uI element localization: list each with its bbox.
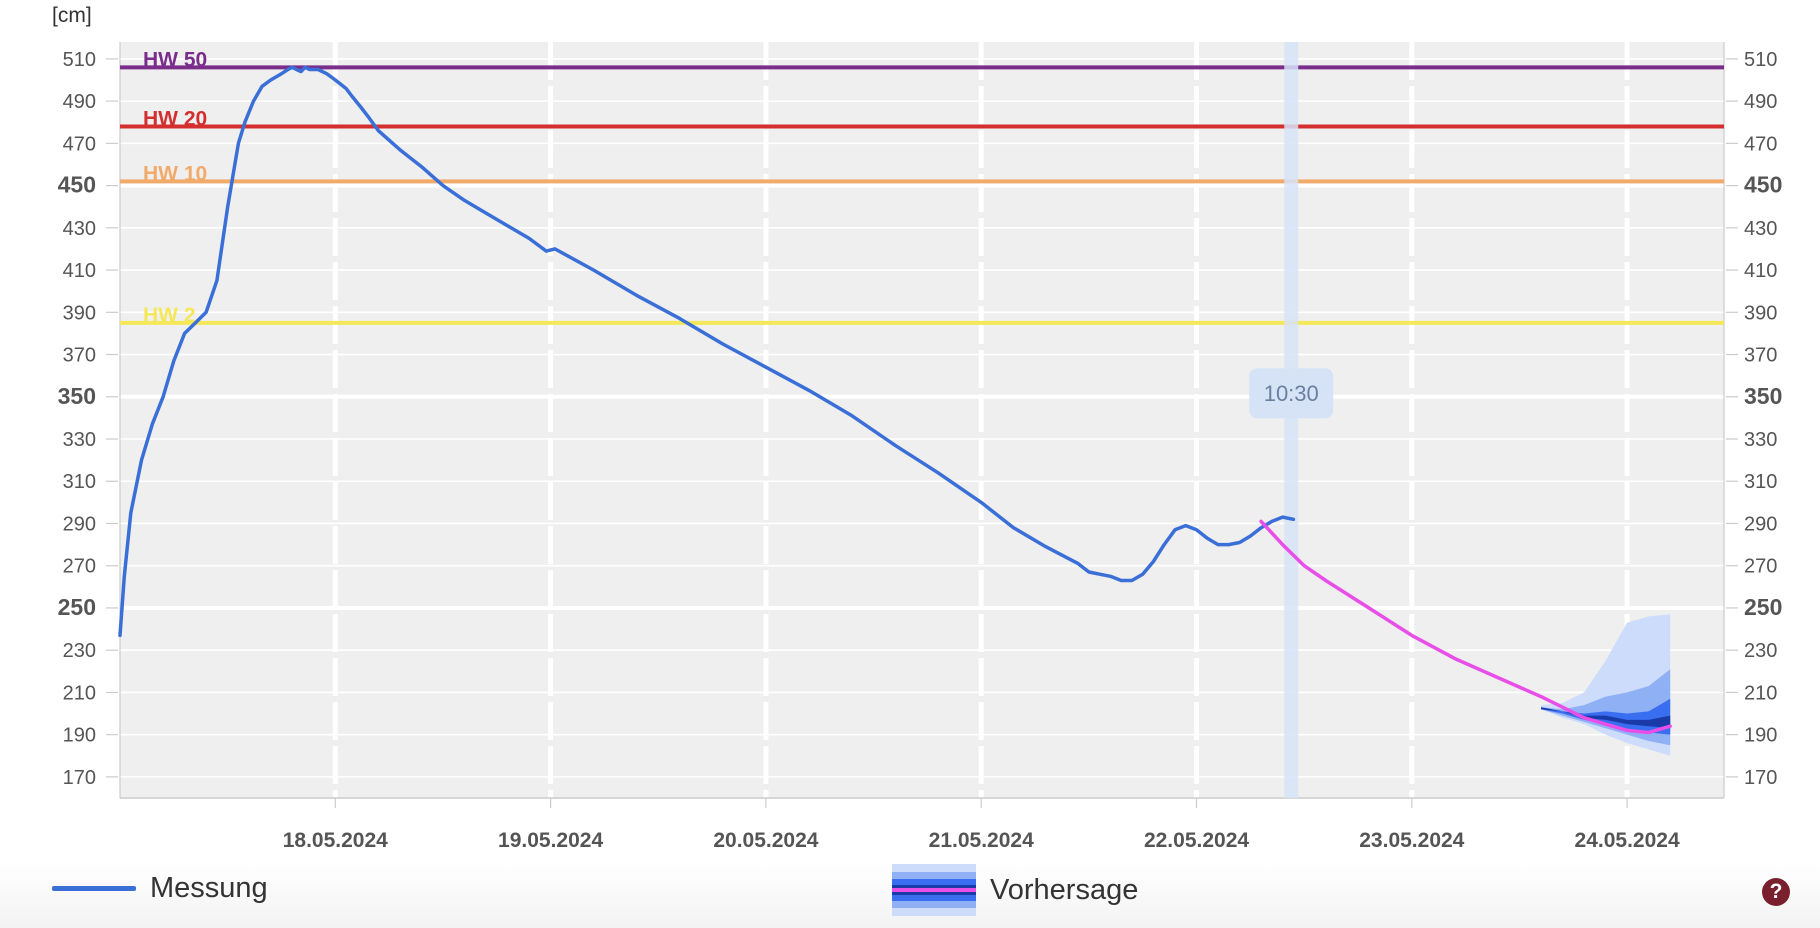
y-tick-label-right: 230 — [1744, 640, 1777, 662]
y-tick-label-left: 290 — [63, 513, 96, 535]
y-tick-label-left: 450 — [58, 172, 96, 198]
threshold-label: HW 50 — [143, 48, 207, 71]
x-tick-label: 21.05.2024 — [929, 829, 1034, 852]
y-tick-label-right: 450 — [1744, 172, 1782, 198]
legend-item-forecast[interactable]: Vorhersage — [892, 864, 1138, 916]
y-tick-label-left: 190 — [63, 725, 96, 747]
y-tick-label-left: 410 — [63, 260, 96, 282]
y-tick-label-right: 250 — [1744, 594, 1782, 620]
y-tick-label-left: 330 — [63, 429, 96, 451]
threshold-label: HW 2 — [143, 304, 196, 327]
y-tick-label-right: 430 — [1744, 218, 1777, 240]
forecast-band — [1541, 707, 1671, 729]
x-tick-label: 23.05.2024 — [1359, 829, 1464, 852]
y-tick-label-right: 210 — [1744, 682, 1777, 704]
y-tick-label-left: 210 — [63, 682, 96, 704]
y-tick-label-left: 430 — [63, 218, 96, 240]
x-tick-label: 24.05.2024 — [1575, 829, 1680, 852]
y-tick-label-right: 490 — [1744, 91, 1777, 113]
y-tick-label-left: 270 — [63, 556, 96, 578]
y-tick-label-left: 490 — [63, 91, 96, 113]
y-tick-label-left: 390 — [63, 302, 96, 324]
legend-label-measurement: Messung — [150, 872, 268, 904]
y-tick-label-right: 330 — [1744, 429, 1777, 451]
y-tick-label-left: 350 — [58, 383, 96, 409]
now-marker-label-box — [1249, 368, 1334, 419]
y-tick-label-right: 270 — [1744, 556, 1777, 578]
y-tick-label-right: 410 — [1744, 260, 1777, 282]
y-tick-label-left: 510 — [63, 49, 96, 71]
y-tick-label-left: 470 — [63, 133, 96, 155]
y-tick-label-left: 230 — [63, 640, 96, 662]
y-tick-label-right: 290 — [1744, 513, 1777, 535]
legend-item-measurement[interactable]: Messung — [52, 872, 268, 905]
y-tick-label-right: 170 — [1744, 767, 1777, 789]
y-tick-label-left: 250 — [58, 594, 96, 620]
help-icon[interactable]: ? — [1762, 878, 1790, 906]
y-tick-label-right: 390 — [1744, 302, 1777, 324]
forecast-line — [1259, 519, 1672, 735]
measurement-line — [118, 65, 1296, 638]
y-tick-label-right: 370 — [1744, 345, 1777, 367]
y-tick-label-right: 470 — [1744, 133, 1777, 155]
y-tick-label-left: 310 — [63, 471, 96, 493]
forecast-swatch — [892, 864, 976, 916]
y-tick-label-left: 370 — [63, 345, 96, 367]
y-tick-label-right: 190 — [1744, 725, 1777, 747]
x-tick-label: 22.05.2024 — [1144, 829, 1249, 852]
now-marker-band — [1284, 42, 1299, 798]
y-tick-label-right: 310 — [1744, 471, 1777, 493]
plot-area — [120, 42, 1724, 798]
now-marker-label: 10:30 — [1264, 381, 1319, 406]
legend-label-forecast: Vorhersage — [990, 873, 1139, 906]
x-tick-label: 18.05.2024 — [283, 829, 388, 852]
threshold-label: HW 10 — [143, 162, 207, 185]
x-tick-label: 20.05.2024 — [713, 829, 818, 852]
y-tick-label-right: 510 — [1744, 49, 1777, 71]
legend: Messung Vorhersage ? — [0, 860, 1820, 928]
y-tick-label-right: 350 — [1744, 383, 1782, 409]
y-axis-unit-label: [cm] — [52, 4, 92, 27]
y-tick-label-left: 170 — [63, 767, 96, 789]
threshold-label: HW 20 — [143, 107, 207, 130]
x-tick-label: 19.05.2024 — [498, 829, 603, 852]
measurement-swatch — [52, 886, 136, 891]
water-level-chart: [cm] HW 50 HW 20 HW 10 HW 2 170 170 190 190 210… — [52, 4, 1782, 852]
